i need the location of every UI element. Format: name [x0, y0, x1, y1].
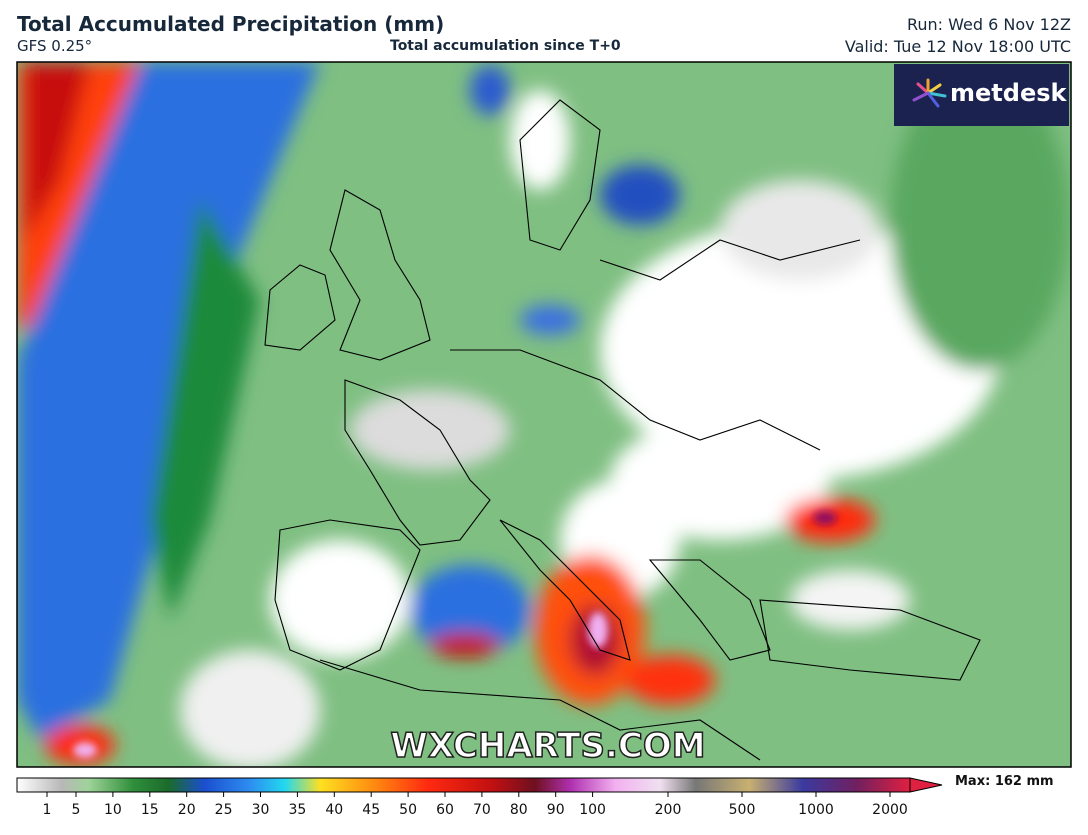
valid-label: Valid: Tue 12 Nov 18:00 UTC [844, 37, 1071, 56]
scale-tick-label: 2000 [872, 802, 908, 818]
scale-tick-label: 80 [510, 802, 528, 818]
scale-tick-label: 10 [104, 802, 122, 818]
scale-tick-label: 60 [436, 802, 454, 818]
run-label: Run: Wed 6 Nov 12Z [906, 15, 1071, 34]
scale-tick-label: 1000 [798, 802, 834, 818]
scale-tick-label: 25 [215, 802, 233, 818]
model-label: GFS 0.25° [17, 37, 93, 55]
scale-tick-label: 5 [72, 802, 81, 818]
scale-tick-label: 500 [729, 802, 756, 818]
scale-tick-label: 90 [547, 802, 565, 818]
coastlines [264, 99, 981, 761]
scale-tick-label: 30 [252, 802, 270, 818]
scale-tick-label: 45 [362, 802, 380, 818]
logo-text: metdesk [950, 79, 1068, 107]
precip-field [17, 62, 1071, 767]
scale-tick-label: 200 [655, 802, 682, 818]
color-scale [16, 777, 943, 793]
watermark: WXCHARTS.COM [390, 726, 705, 766]
scale-tick-label: 100 [579, 802, 606, 818]
scale-tick-label: 20 [178, 802, 196, 818]
scale-tick-label: 1 [43, 802, 52, 818]
subtitle: Total accumulation since T+0 [390, 38, 621, 54]
scale-tick-label: 35 [288, 802, 306, 818]
scale-tick-label: 50 [399, 802, 417, 818]
scale-tick-label: 40 [325, 802, 343, 818]
logo-icon [912, 78, 947, 108]
map-title: Total Accumulated Precipitation (mm) [17, 12, 445, 36]
max-label: Max: 162 mm [955, 774, 1054, 789]
scale-tick-label: 15 [141, 802, 159, 818]
scale-tick-label: 70 [473, 802, 491, 818]
